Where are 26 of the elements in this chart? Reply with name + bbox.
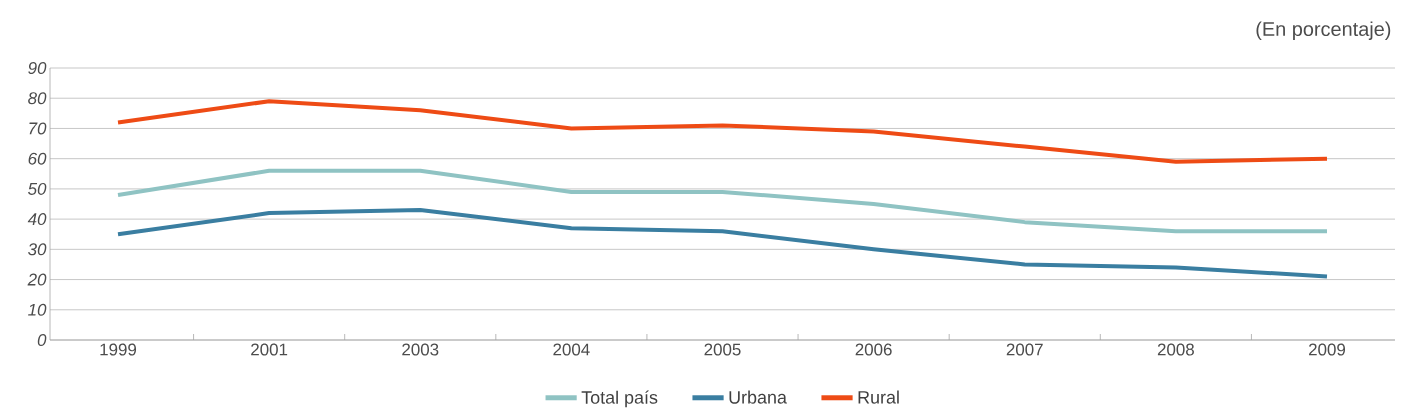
x-tick-label: 2009 [1309,343,1346,356]
line-series [116,208,1329,279]
y-tick-label: 70 [29,122,47,135]
x-tick-label: 2008 [1157,343,1194,356]
x-tick-label: 2005 [704,343,741,356]
y-tick-label: 30 [28,243,47,256]
x-tick-label: 1999 [100,343,137,356]
y-tick-label: 90 [28,62,47,75]
y-tick-label: 0 [37,334,47,346]
x-tick-label: 2007 [1006,343,1043,356]
y-tick-label: 40 [27,213,47,226]
y-tick-label: 50 [28,182,47,195]
legend-label: Urbana [729,390,787,404]
x-tick-label: 2001 [251,343,288,356]
x-tick-label: 2004 [553,343,590,356]
y-tick-label: 60 [28,152,47,165]
line-series [116,168,1329,234]
y-tick-label: 80 [28,92,47,105]
y-tick-label: 20 [27,273,47,286]
legend-label: Total país [581,390,658,408]
text: (En porcentaje) [1256,21,1391,41]
legend-label: Rural [858,390,899,404]
line-series [116,99,1329,164]
x-tick-label: 2003 [402,343,439,356]
y-tick-label: 10 [28,303,47,316]
x-tick-label: 2006 [855,343,892,356]
